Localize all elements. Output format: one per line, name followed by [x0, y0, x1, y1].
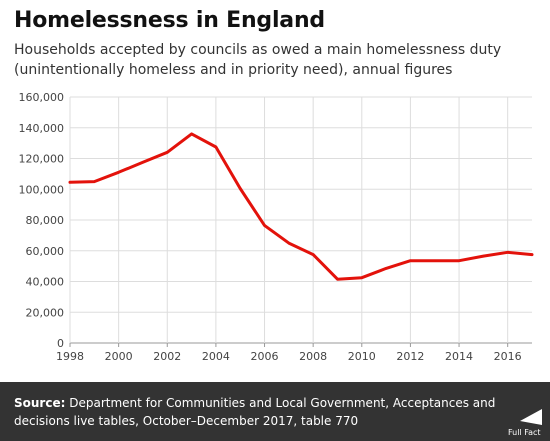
data-point — [190, 132, 193, 136]
data-point — [93, 180, 96, 183]
data-point — [457, 259, 461, 262]
data-point — [482, 254, 485, 258]
chart-subtitle: Households accepted by councils as owed … — [14, 42, 502, 78]
gridlines — [69, 96, 532, 344]
x-tick-label: 2002 — [153, 350, 181, 363]
data-point — [287, 241, 291, 245]
x-tick-label: 2010 — [348, 350, 376, 363]
y-axis-ticks: 0 20,000 40,000 60,000 80,000 100,000 120,000 1… — [19, 91, 65, 350]
y-tick-label: 160,000 — [19, 91, 65, 104]
y-tick-label: 100,000 — [19, 183, 65, 196]
data-point — [530, 253, 534, 256]
x-tick-label: 2012 — [396, 350, 424, 363]
series-layer — [68, 132, 534, 281]
x-tick-label: 1998 — [56, 350, 84, 363]
data-point — [68, 181, 72, 184]
logo-shape-icon — [520, 409, 542, 425]
x-axis-ticks: 1998 2000 2002 2004 2006 2008 2010 2012 2014 2016 — [56, 343, 522, 363]
data-point — [311, 253, 315, 256]
y-tick-label: 40,000 — [26, 276, 65, 289]
x-tick-label: 2014 — [445, 350, 473, 363]
line-chart: 0 20,000 40,000 60,000 80,000 100,000 120,000 1… — [19, 91, 534, 363]
x-tick-label: 2004 — [202, 350, 230, 363]
x-tick-label: 2006 — [251, 350, 279, 363]
source-label: Source: — [14, 396, 66, 410]
data-point — [409, 259, 412, 262]
y-tick-label: 20,000 — [26, 306, 65, 319]
data-point — [263, 224, 266, 227]
data-point — [336, 277, 339, 281]
y-tick-label: 120,000 — [19, 153, 65, 166]
y-tick-label: 140,000 — [19, 122, 65, 135]
source-note: Source: Department for Communities and L… — [14, 394, 504, 430]
data-point — [166, 151, 169, 154]
full-fact-logo: Full Fact — [508, 409, 542, 437]
y-tick-label: 0 — [57, 337, 64, 350]
data-point — [506, 251, 509, 254]
chart-title: Homelessness in England — [14, 8, 325, 33]
y-tick-label: 80,000 — [26, 214, 65, 227]
source-text: Department for Communities and Local Gov… — [14, 396, 496, 428]
logo-text: Full Fact — [508, 428, 541, 437]
series-line — [68, 132, 534, 281]
x-tick-label: 2008 — [299, 350, 327, 363]
y-tick-label: 60,000 — [26, 245, 65, 258]
x-tick-label: 2016 — [494, 350, 522, 363]
x-tick-label: 2000 — [105, 350, 133, 363]
data-point — [214, 145, 218, 149]
data-point — [384, 267, 388, 270]
data-point — [141, 161, 145, 164]
data-point — [433, 259, 436, 262]
data-point — [360, 276, 363, 279]
source-footer: Source: Department for Communities and L… — [0, 382, 550, 441]
data-point — [239, 187, 242, 190]
data-point — [117, 171, 120, 174]
